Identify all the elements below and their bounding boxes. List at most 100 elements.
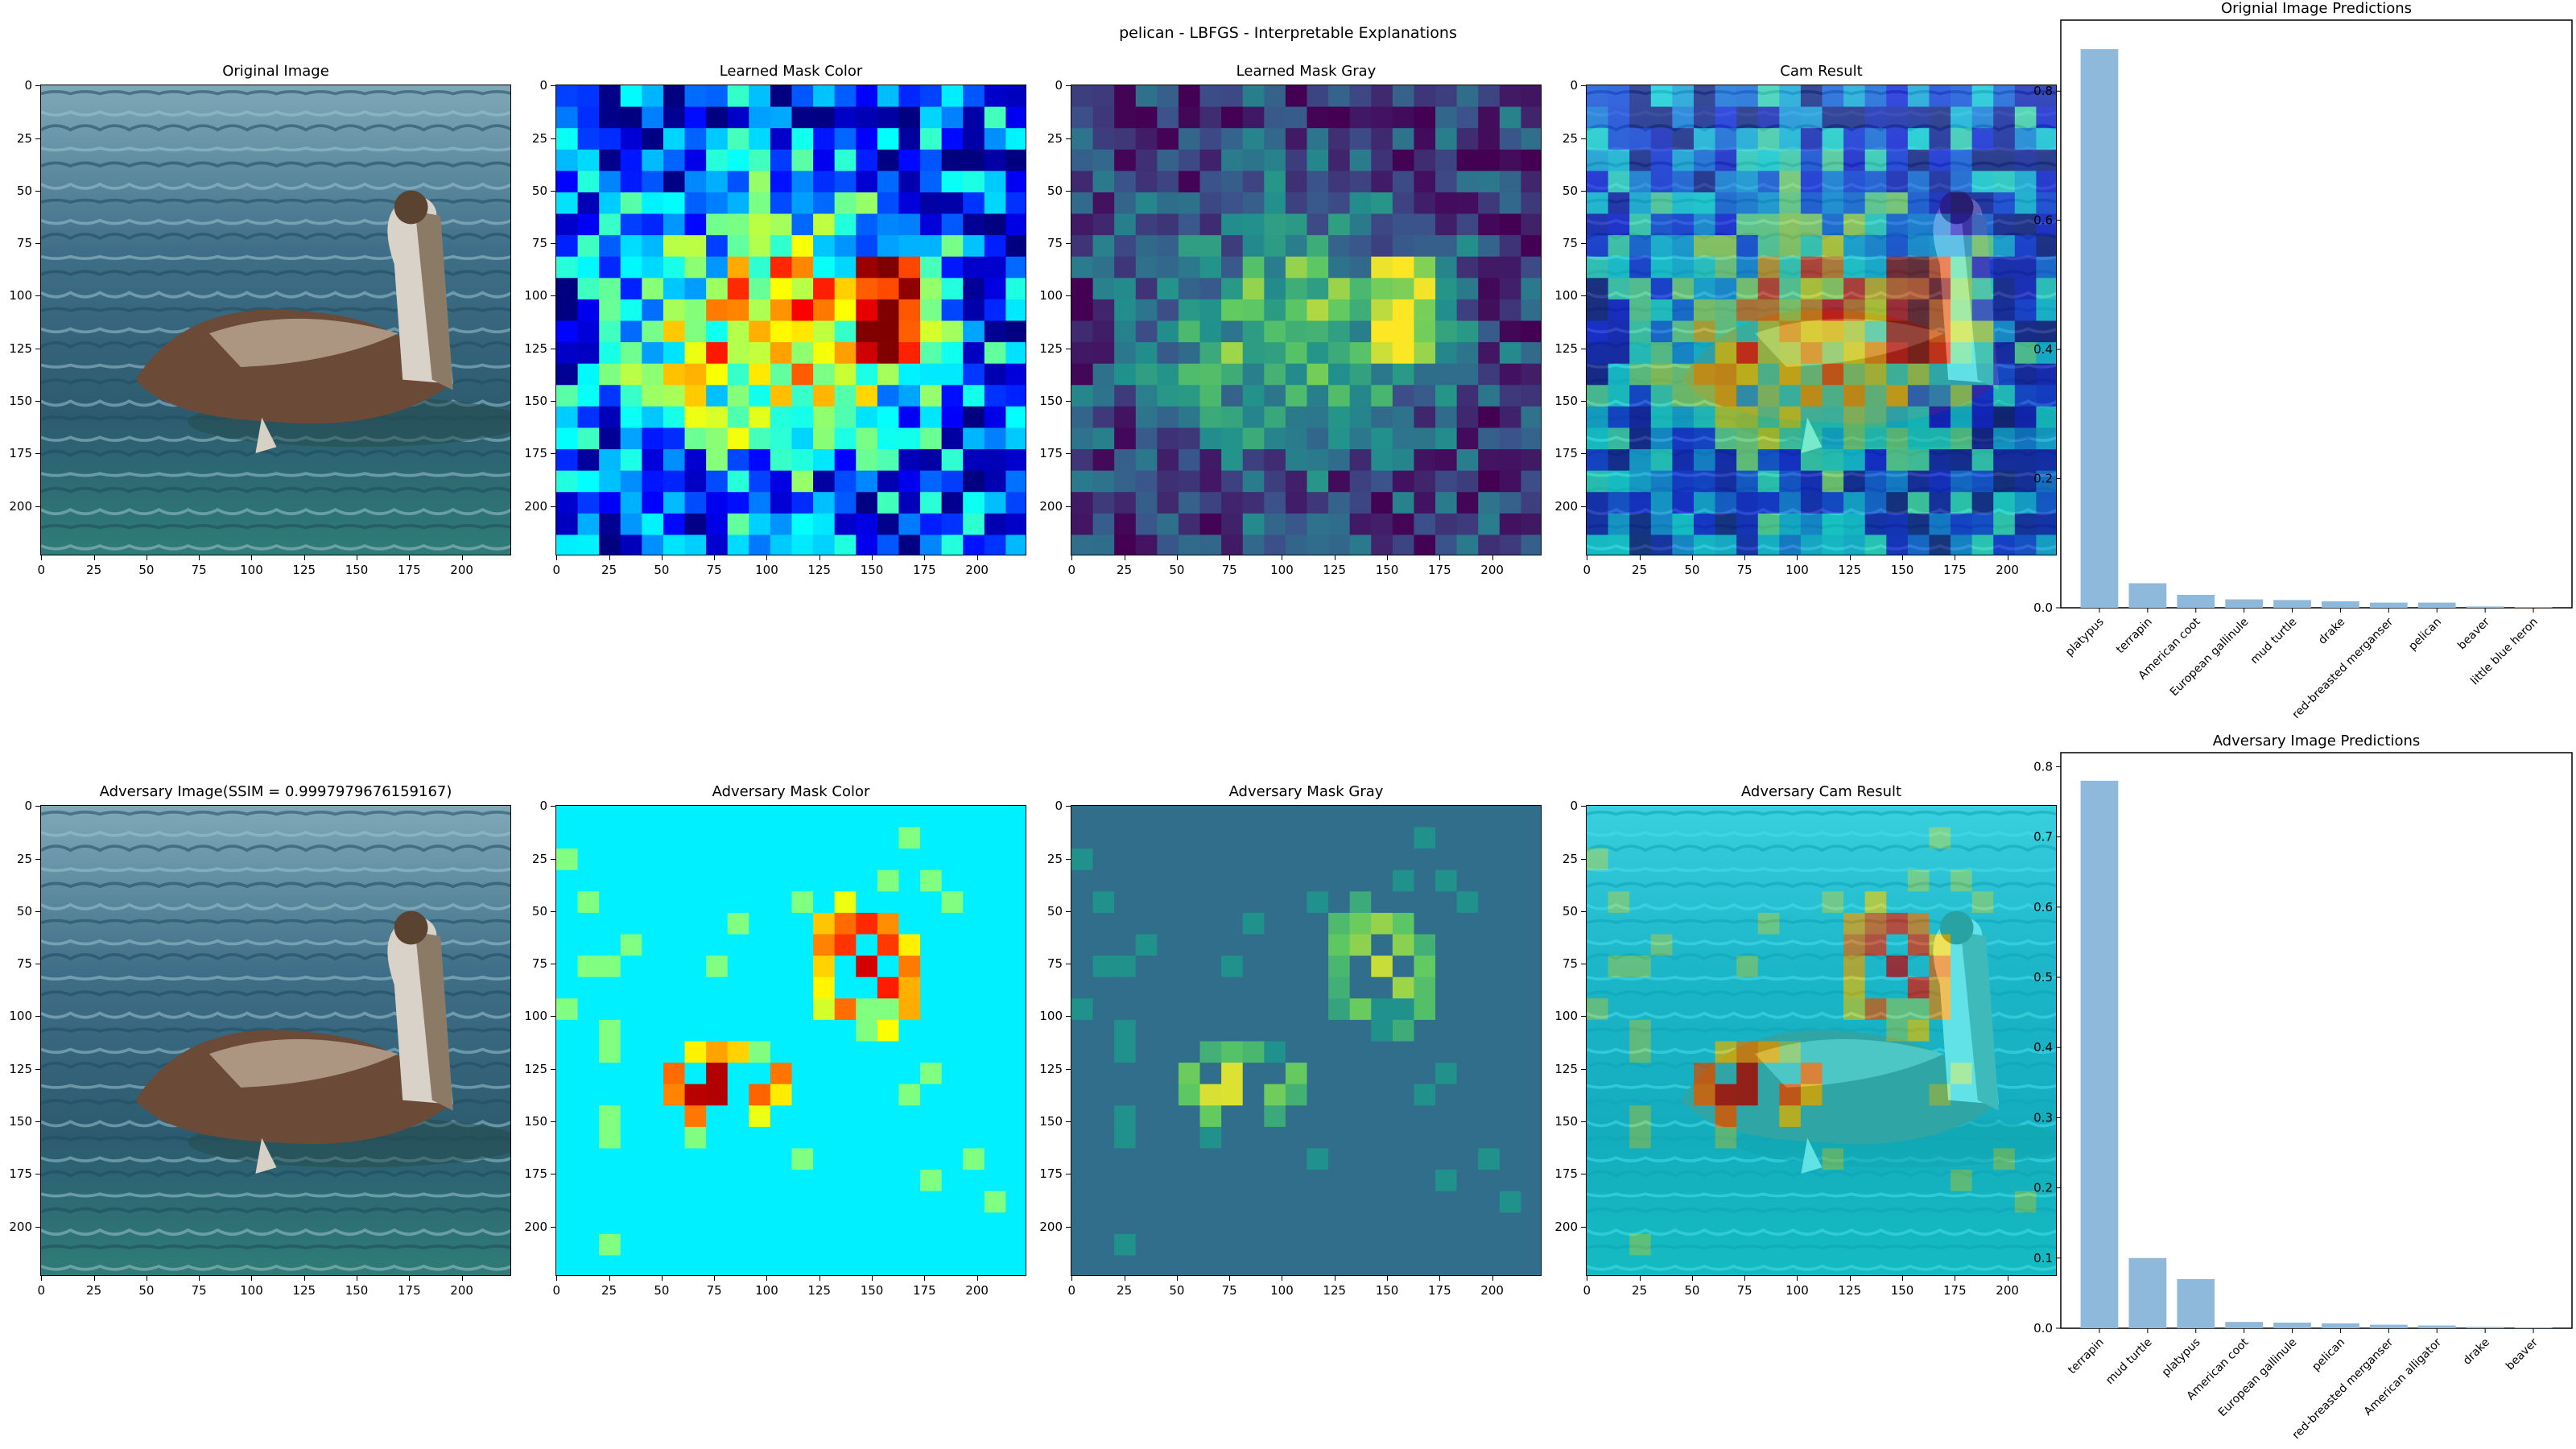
bar <box>2322 1323 2359 1328</box>
x-tick-mark <box>1797 555 1798 560</box>
photo-image <box>41 806 510 1275</box>
y-tick-label: 200 <box>1039 1219 1063 1234</box>
x-tick-mark <box>661 1276 663 1281</box>
y-tick-label: 25 <box>531 130 547 146</box>
y-tick-label: 0.4 <box>2033 1040 2053 1055</box>
x-tick-label: 150 <box>1375 563 1399 577</box>
x-tick-label: 200 <box>1480 1283 1504 1298</box>
y-tick-label: 25 <box>1562 130 1578 146</box>
y-tick-label: 25 <box>1562 851 1578 866</box>
y-tick-label: 25 <box>16 130 32 146</box>
y-tick-label: 75 <box>531 236 547 251</box>
x-tick-mark <box>1492 1276 1493 1281</box>
y-tick-label: 150 <box>524 1114 547 1129</box>
y-tick-mark <box>35 401 40 402</box>
category-label: terrapin <box>2066 1336 2107 1377</box>
x-tick-label: 0 <box>1067 1283 1076 1298</box>
y-tick-label: 0 <box>539 78 547 93</box>
x-tick-mark <box>976 1276 978 1281</box>
y-tick-label: 0 <box>1055 799 1063 814</box>
bar <box>2417 602 2456 608</box>
x-tick-label: 200 <box>1996 1283 2019 1298</box>
x-tick-mark <box>556 555 558 560</box>
x-tick-mark <box>199 555 200 560</box>
x-tick-mark <box>766 555 768 560</box>
x-tick-label: 175 <box>1943 1283 1967 1298</box>
x-tick-label: 75 <box>706 1283 722 1298</box>
y-tick-label: 25 <box>1046 851 1063 866</box>
x-tick-mark <box>1229 1276 1231 1281</box>
x-tick-mark <box>1439 1276 1441 1281</box>
y-tick-label: 200 <box>1554 498 1578 514</box>
y-tick-mark <box>551 1226 555 1228</box>
y-tick-mark <box>35 85 40 87</box>
y-tick-label: 150 <box>1039 394 1063 409</box>
y-tick-label: 125 <box>1554 1061 1578 1076</box>
y-tick-label: 100 <box>1554 288 1578 303</box>
x-tick-label: 125 <box>807 563 832 577</box>
x-tick-label: 25 <box>1117 1283 1133 1298</box>
image-panel <box>40 85 511 555</box>
y-tick-label: 200 <box>1554 1219 1578 1234</box>
y-tick-label: 200 <box>9 1219 32 1234</box>
y-tick-mark <box>35 243 40 245</box>
x-tick-label: 50 <box>1169 563 1185 577</box>
category-label: red-breasted merganser <box>2290 1335 2396 1442</box>
x-tick-label: 125 <box>807 1283 832 1298</box>
x-tick-mark <box>924 1276 926 1281</box>
y-tick-mark <box>551 295 555 297</box>
bar <box>2177 594 2215 608</box>
x-tick-mark <box>461 1276 463 1281</box>
y-tick-label: 200 <box>9 498 32 514</box>
y-tick-mark <box>1066 1016 1071 1018</box>
y-tick-label: 100 <box>1039 1009 1063 1024</box>
y-tick-mark <box>35 1016 40 1018</box>
bar <box>2128 583 2167 608</box>
x-tick-label: 150 <box>345 563 369 577</box>
y-tick-label: 150 <box>1554 1114 1578 1129</box>
x-tick-label: 100 <box>1270 563 1294 577</box>
x-tick-label: 75 <box>191 563 207 577</box>
bar <box>2514 1327 2553 1328</box>
x-tick-label: 150 <box>1890 563 1914 577</box>
photo-image <box>41 85 510 555</box>
y-tick-mark <box>1066 1121 1071 1123</box>
x-tick-label: 0 <box>1067 563 1076 577</box>
y-tick-mark <box>35 806 40 807</box>
y-tick-mark <box>35 138 40 139</box>
panel-title: Original Image <box>222 63 329 80</box>
y-tick-label: 0.3 <box>2033 1110 2053 1125</box>
y-tick-mark <box>551 401 555 402</box>
y-tick-label: 0.6 <box>2033 900 2053 914</box>
x-tick-mark <box>1176 1276 1178 1281</box>
x-tick-label: 100 <box>1270 1283 1294 1298</box>
x-tick-label: 150 <box>1375 1283 1399 1298</box>
x-tick-label: 200 <box>1480 563 1504 577</box>
x-tick-mark <box>1492 555 1493 560</box>
y-tick-label: 0 <box>1055 78 1063 93</box>
panel-title: Adversary Mask Gray <box>1228 783 1384 800</box>
y-tick-label: 150 <box>1554 394 1578 409</box>
y-tick-label: 100 <box>1554 1009 1578 1024</box>
y-tick-label: 125 <box>1039 1061 1063 1076</box>
y-tick-mark <box>1066 1068 1071 1070</box>
x-tick-label: 75 <box>1221 563 1237 577</box>
bar <box>2273 1323 2311 1328</box>
y-tick-label: 50 <box>16 183 32 198</box>
y-tick-label: 150 <box>524 394 547 409</box>
bar <box>2225 599 2264 608</box>
y-tick-mark <box>551 506 555 507</box>
image-panel <box>555 85 1026 555</box>
x-tick-mark <box>661 555 663 560</box>
x-tick-mark <box>41 1276 43 1281</box>
y-tick-mark <box>1581 243 1586 245</box>
y-tick-label: 175 <box>1039 1166 1063 1182</box>
y-tick-mark <box>1066 85 1071 87</box>
y-tick-label: 125 <box>524 341 547 356</box>
x-tick-mark <box>409 555 411 560</box>
x-tick-label: 50 <box>654 563 670 577</box>
y-tick-mark <box>35 1068 40 1070</box>
bar <box>2514 607 2553 608</box>
x-tick-mark <box>1744 1276 1746 1281</box>
